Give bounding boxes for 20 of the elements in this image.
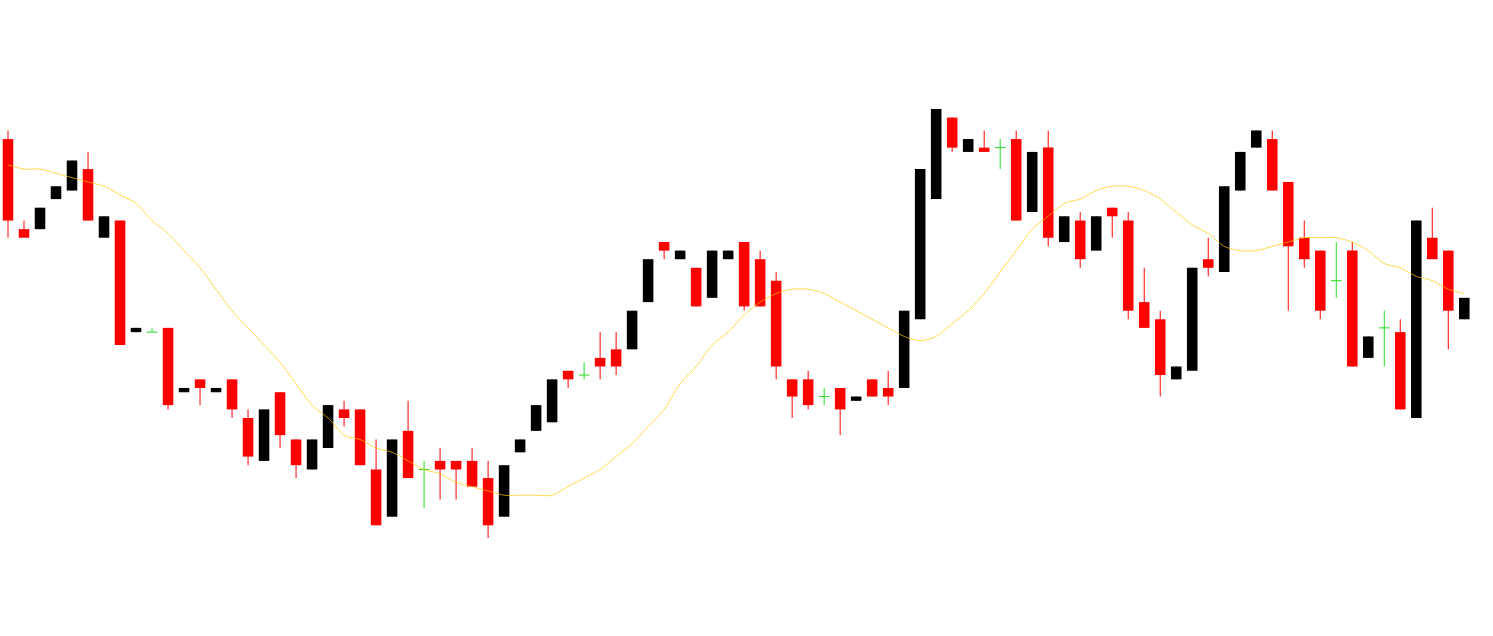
- candlestick: [610, 331, 622, 376]
- candlestick: [1298, 220, 1310, 269]
- candlestick: [578, 361, 590, 380]
- candlestick: [1330, 241, 1343, 299]
- candlestick: [1362, 335, 1374, 359]
- candlestick: [818, 387, 830, 406]
- candlestick: [1106, 207, 1118, 239]
- candlestick: [658, 241, 670, 260]
- candlestick: [786, 378, 798, 419]
- candlestick: [194, 378, 206, 406]
- candlestick: [98, 215, 110, 239]
- candlestick: [994, 138, 1006, 170]
- candlestick: [834, 387, 846, 436]
- candlestick: [1427, 207, 1438, 260]
- candlestick: [18, 220, 30, 239]
- candlestick: [1378, 310, 1391, 367]
- candlestick: [882, 370, 894, 406]
- candlestick: [1202, 237, 1214, 277]
- candlestick: [146, 327, 158, 333]
- candlestick: [338, 400, 350, 428]
